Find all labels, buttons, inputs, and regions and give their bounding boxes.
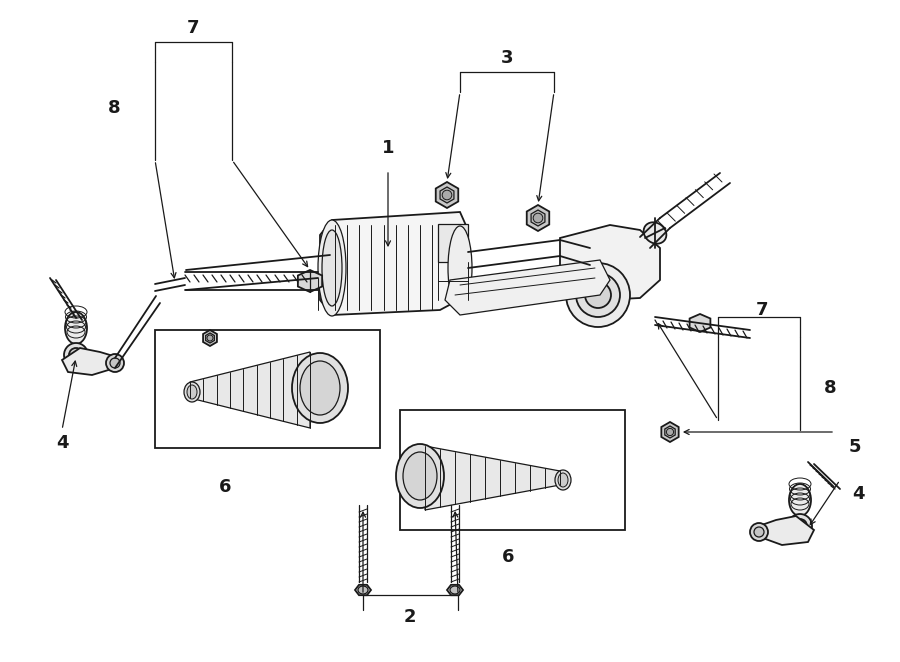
Ellipse shape (788, 514, 812, 538)
Ellipse shape (666, 428, 673, 436)
Text: 1: 1 (382, 139, 394, 157)
Text: 4: 4 (56, 434, 68, 452)
Polygon shape (298, 270, 322, 292)
Ellipse shape (318, 220, 346, 316)
Ellipse shape (187, 385, 197, 399)
Ellipse shape (292, 353, 348, 423)
Text: 2: 2 (404, 608, 417, 626)
Polygon shape (62, 348, 120, 375)
Ellipse shape (793, 519, 807, 533)
Polygon shape (440, 187, 454, 203)
Bar (438, 224, 468, 262)
Ellipse shape (207, 335, 213, 341)
Polygon shape (320, 212, 468, 315)
Bar (155, 330, 380, 448)
Text: 5: 5 (849, 438, 861, 456)
Ellipse shape (322, 230, 342, 306)
Polygon shape (190, 352, 310, 428)
Text: 3: 3 (500, 49, 513, 67)
Text: 7: 7 (187, 19, 199, 37)
Ellipse shape (644, 222, 666, 244)
Ellipse shape (184, 382, 200, 402)
Polygon shape (206, 333, 214, 343)
Bar (400, 410, 625, 530)
Ellipse shape (566, 263, 630, 327)
Text: 4: 4 (851, 485, 864, 503)
Ellipse shape (558, 473, 568, 487)
Polygon shape (526, 205, 549, 231)
Ellipse shape (750, 523, 768, 541)
Text: 6: 6 (502, 548, 514, 566)
Ellipse shape (448, 226, 472, 310)
Polygon shape (203, 330, 217, 346)
Text: 8: 8 (108, 99, 121, 117)
Polygon shape (665, 426, 675, 438)
Ellipse shape (403, 452, 437, 500)
Ellipse shape (754, 527, 764, 537)
Polygon shape (689, 314, 710, 332)
Polygon shape (560, 225, 660, 300)
Ellipse shape (110, 358, 120, 368)
Polygon shape (425, 446, 560, 510)
Polygon shape (445, 260, 610, 315)
Polygon shape (436, 182, 458, 208)
Text: 6: 6 (219, 478, 231, 496)
Ellipse shape (442, 190, 452, 200)
Ellipse shape (555, 470, 571, 490)
Text: 8: 8 (824, 379, 836, 397)
Ellipse shape (533, 213, 543, 223)
Ellipse shape (450, 586, 460, 594)
Ellipse shape (300, 361, 340, 415)
Ellipse shape (576, 273, 620, 317)
Text: 7: 7 (756, 301, 769, 319)
Polygon shape (355, 585, 371, 595)
Polygon shape (447, 585, 463, 595)
Ellipse shape (64, 343, 88, 367)
Ellipse shape (358, 586, 368, 594)
Polygon shape (756, 516, 814, 545)
Ellipse shape (789, 484, 811, 516)
Ellipse shape (69, 348, 83, 362)
Ellipse shape (396, 444, 444, 508)
Ellipse shape (65, 312, 87, 344)
Ellipse shape (585, 282, 611, 308)
Ellipse shape (106, 354, 124, 372)
Polygon shape (662, 422, 679, 442)
Polygon shape (531, 210, 544, 226)
